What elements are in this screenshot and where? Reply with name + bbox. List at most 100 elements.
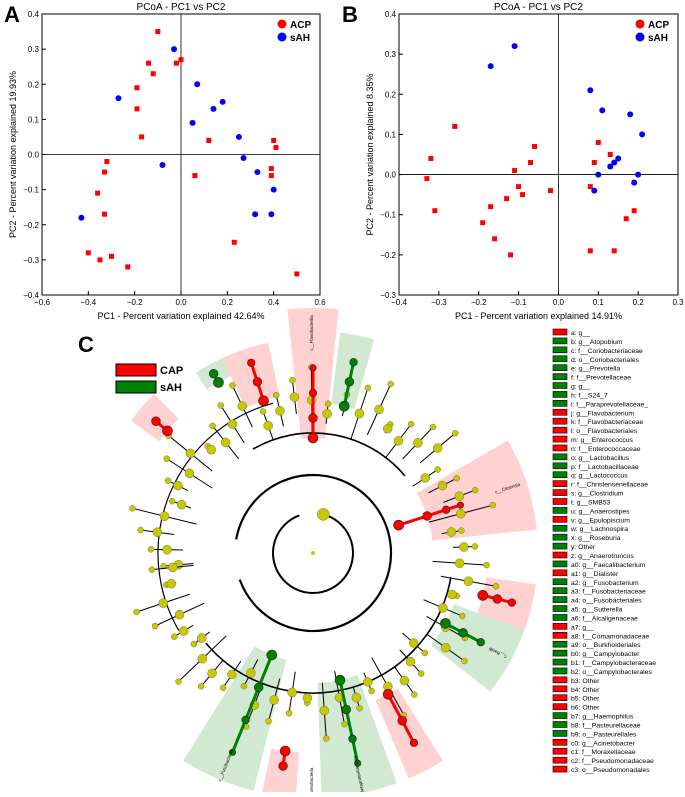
biomarker-node-sAH xyxy=(350,358,358,366)
clado-node xyxy=(394,436,403,445)
clado-node xyxy=(406,657,415,666)
chart-0-point-sAH xyxy=(190,120,196,126)
chart-1-point-ACP xyxy=(480,220,485,225)
chart-0-y-tick-label: 0.0 xyxy=(28,151,40,160)
biomarker-node-CAP xyxy=(279,762,288,771)
panel-label-c: C xyxy=(78,332,94,357)
clado-node xyxy=(447,528,456,537)
clado-node xyxy=(490,502,496,508)
clade-label: c__Epsilonproteobacteria xyxy=(309,767,314,792)
key-entry: s: g__Clostridium xyxy=(571,491,624,498)
key-entry: e: g__Prevotella xyxy=(571,366,620,373)
chart-0-y-axis-label: PC2 - Percent variation explained 19.93% xyxy=(8,71,18,238)
clado-node xyxy=(208,669,217,678)
chart-0-x-tick-label: −0.2 xyxy=(127,298,143,307)
clado-node xyxy=(433,444,442,453)
chart-1-point-ACP xyxy=(548,188,553,193)
key-swatch xyxy=(553,463,567,469)
key-swatch xyxy=(553,748,567,754)
chart-0-point-sAH xyxy=(254,169,260,175)
chart-1-point-sAH xyxy=(512,43,518,49)
clado-node xyxy=(369,688,375,694)
clado-node xyxy=(288,688,297,697)
chart-1-point-ACP xyxy=(588,248,593,253)
clado-node xyxy=(238,402,247,411)
key-entry: b6: Other xyxy=(571,705,600,712)
biomarker-node-CAP xyxy=(457,502,463,508)
clado-node xyxy=(375,405,384,414)
key-entry: d: o__Coriobacteriales xyxy=(571,357,640,364)
key-swatch xyxy=(553,383,567,389)
chart-0-point-sAH xyxy=(171,46,177,52)
biomarker-node-sAH xyxy=(459,628,468,637)
key-entry: h: f__S24_7 xyxy=(571,392,608,399)
clado-node xyxy=(388,381,394,387)
clado-node xyxy=(160,512,169,521)
chart-0-point-ACP xyxy=(269,173,274,178)
biomarker-node-CAP xyxy=(280,746,290,756)
chart-1-point-ACP xyxy=(588,184,593,189)
clado-node xyxy=(241,683,247,689)
key-swatch xyxy=(553,766,567,772)
key-swatch xyxy=(553,409,567,415)
clado-node xyxy=(357,705,363,711)
key-entry: j: g__Flavobacterium xyxy=(570,410,634,417)
key-entry: b5: Other xyxy=(571,696,600,703)
chart-0-y-tick-label: 0.3 xyxy=(28,45,40,54)
chart-1-legend-label-ACP: ACP xyxy=(648,20,669,31)
clado-node xyxy=(275,406,284,415)
cladogram: c__Flavobacteriiac__Clostridiac__Bacilli… xyxy=(129,308,536,792)
chart-0-x-axis-label: PC1 - Percent variation explained 42.64% xyxy=(97,311,264,321)
clado-node xyxy=(221,438,230,447)
chart-0-point-ACP xyxy=(109,254,114,259)
chart-0-point-ACP xyxy=(179,57,184,62)
biomarker-node-sAH xyxy=(440,618,450,628)
clado-node xyxy=(472,487,478,493)
key-swatch xyxy=(553,623,567,629)
key-entry: b7: g__Haemophilus xyxy=(571,714,634,721)
chart-0-x-tick-label: 0.0 xyxy=(175,298,187,307)
chart-1-point-ACP xyxy=(504,196,509,201)
chart-1-point-sAH xyxy=(627,111,633,117)
chart-1-y-tick-label: 0.2 xyxy=(385,90,397,99)
chart-1-y-tick-label: −0.1 xyxy=(380,211,396,220)
chart-0-point-ACP xyxy=(97,257,102,262)
key-entry: c3: o__Pseudomonadales xyxy=(571,767,650,774)
key-swatch xyxy=(553,677,567,683)
key-swatch xyxy=(553,597,567,603)
clado-node xyxy=(246,668,255,677)
chart-1-point-ACP xyxy=(492,236,497,241)
biomarker-node-CAP xyxy=(247,359,255,367)
key-entry: b9: o__Pasteurellales xyxy=(571,731,637,738)
clado-node xyxy=(167,579,176,588)
chart-0-y-tick-label: −0.2 xyxy=(23,221,39,230)
clado-node xyxy=(493,583,499,589)
key-entry: b: g__Atopobium xyxy=(571,339,623,346)
key-swatch xyxy=(553,436,567,442)
chart-1-point-ACP xyxy=(612,248,617,253)
key-swatch xyxy=(553,713,567,719)
biomarker-node-CAP xyxy=(410,739,418,747)
chart-1-point-ACP xyxy=(596,140,601,145)
key-entry: b8: f__Pasteurellaceae xyxy=(571,722,641,729)
clado-node xyxy=(430,424,436,430)
key-entry: u: g__Anaerostipes xyxy=(571,508,630,515)
clado-node xyxy=(421,473,430,482)
clade-label: c__Flavobacteriia xyxy=(309,315,314,351)
key-entry: i: f__Paraprevotellaceae_ xyxy=(571,401,648,408)
key-entry: a2: g__Fusobacterium xyxy=(571,580,639,587)
key-entry: o: g__Lactobacillus xyxy=(571,455,630,462)
clado-node xyxy=(408,421,414,427)
chart-0-point-sAH xyxy=(115,95,121,101)
clado-node xyxy=(422,650,428,656)
clado-node xyxy=(323,409,332,418)
key-swatch xyxy=(553,552,567,558)
clado-node xyxy=(323,736,329,742)
clado-node xyxy=(459,542,468,551)
clado-node xyxy=(198,683,204,689)
biomarker-node-CAP xyxy=(442,506,450,514)
panel-label-b: B xyxy=(342,2,358,27)
chart-0-point-ACP xyxy=(232,240,237,245)
clado-node xyxy=(210,423,216,429)
